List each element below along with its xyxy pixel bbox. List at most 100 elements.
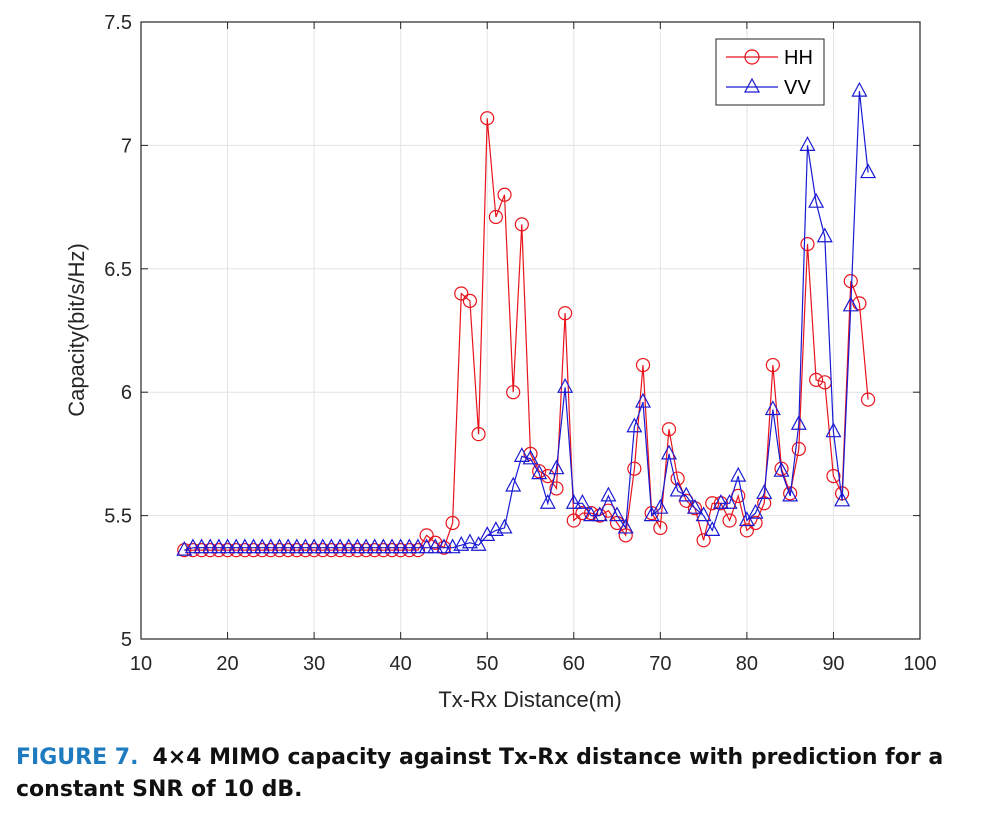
y-tick-label: 7 <box>121 135 132 157</box>
series-vv-point <box>297 538 314 554</box>
series-vv-point <box>384 538 401 554</box>
series-vv-point <box>236 538 253 554</box>
series-hh-point <box>480 111 495 126</box>
series-vv-point <box>245 538 262 554</box>
x-tick-label: 40 <box>390 653 412 675</box>
series-hh-point <box>800 237 815 252</box>
legend: HH VV <box>715 38 825 106</box>
legend-hh-marker <box>744 49 760 65</box>
series-vv-point <box>202 538 219 554</box>
series-hh-point <box>246 543 261 558</box>
series-hh-point <box>419 528 434 543</box>
series-hh-point <box>765 357 780 373</box>
series-vv-point <box>461 533 478 549</box>
series-vv-point <box>583 506 600 522</box>
y-tick-label: 6.5 <box>104 259 132 281</box>
series-hh-point <box>722 513 737 528</box>
series-vv-point <box>825 422 842 438</box>
series-vv-point <box>340 538 357 554</box>
series-vv-point <box>418 538 435 554</box>
series-hh-point <box>194 543 209 558</box>
series-vv-point <box>704 521 721 537</box>
y-tick-label: 5 <box>121 629 132 651</box>
series-vv-point <box>686 498 703 514</box>
series-hh-point <box>809 372 824 387</box>
x-tick-label: 20 <box>216 653 238 675</box>
series-vv-point <box>254 538 271 554</box>
series-vv-point <box>288 538 305 554</box>
plot-area <box>141 22 920 639</box>
x-tick-label: 50 <box>476 653 498 675</box>
series-hh-point <box>627 461 642 476</box>
series-hh-point <box>670 471 685 486</box>
series-vv-point <box>392 538 409 554</box>
series-hh-point <box>757 496 772 511</box>
series-vv-point <box>695 506 712 522</box>
series-hh-point <box>635 357 651 373</box>
series-vv-point <box>660 444 677 460</box>
y-tick-label: 6 <box>121 382 132 404</box>
series-hh-point <box>307 543 322 558</box>
y-tick-label: 5.5 <box>104 506 132 528</box>
series-hh-point <box>410 543 426 558</box>
series-hh-point <box>298 543 313 558</box>
y-tick-label: 7.5 <box>104 12 132 34</box>
plot-frame <box>140 21 921 640</box>
series-vv-point <box>280 538 297 554</box>
series-hh-point <box>523 446 538 461</box>
series-hh-line <box>184 118 869 551</box>
series-hh-point <box>393 543 408 558</box>
series-hh-point <box>341 543 356 558</box>
series-hh-point <box>454 286 469 301</box>
x-tick-label: 60 <box>563 653 585 675</box>
series-hh-point <box>739 523 754 538</box>
series-hh-point <box>332 543 348 558</box>
series-hh-point <box>497 187 512 202</box>
series-vv-point <box>747 503 764 519</box>
series-hh-point <box>376 543 391 558</box>
series-hh-point <box>281 543 296 558</box>
series-vv-point <box>193 538 210 554</box>
series-vv-point <box>764 400 781 416</box>
series-hh-point <box>843 274 858 289</box>
series-vv-point <box>808 192 825 208</box>
y-axis-label: Capacity(bit/s/Hz) <box>64 243 89 417</box>
series-vv-point <box>738 511 755 527</box>
series-hh-point <box>211 543 226 558</box>
series-vv-point <box>574 493 591 509</box>
series-hh-point <box>384 543 400 558</box>
series-vv-point <box>842 296 859 312</box>
series-hh-point <box>696 533 711 548</box>
series-vv-point <box>435 538 452 554</box>
series-vv-point <box>790 415 807 430</box>
series-vv-point <box>366 538 383 554</box>
series-vv-point <box>548 459 565 475</box>
series-vv <box>176 81 877 556</box>
series-vv-point <box>314 538 331 554</box>
series-vv-point <box>834 491 851 507</box>
series-vv-point <box>262 538 279 554</box>
series-vv-point <box>228 538 245 554</box>
series-hh-point <box>471 427 486 442</box>
series-hh-point <box>255 543 270 558</box>
figure-label: FIGURE 7. <box>16 745 139 770</box>
series-vv-point <box>643 506 660 522</box>
x-axis-label: Tx-Rx Distance(m) <box>438 687 621 712</box>
series-hh-point <box>748 515 763 531</box>
series-vv-point <box>730 466 747 482</box>
series-vv-point <box>652 498 669 514</box>
series-hh-point <box>402 543 417 558</box>
series-hh-point <box>272 543 287 558</box>
series-vv-point <box>617 518 634 534</box>
series-vv-point <box>860 163 877 179</box>
series-vv-point <box>513 447 530 462</box>
series-hh-point <box>661 422 677 437</box>
series-hh-point <box>315 543 330 558</box>
series-vv-point <box>635 392 652 408</box>
series-hh-point <box>791 441 806 457</box>
series-hh-point <box>289 543 304 558</box>
series-hh-point <box>852 296 867 311</box>
series-hh-point <box>445 515 460 531</box>
series-vv-point <box>210 538 227 554</box>
series-vv-point <box>851 81 868 97</box>
